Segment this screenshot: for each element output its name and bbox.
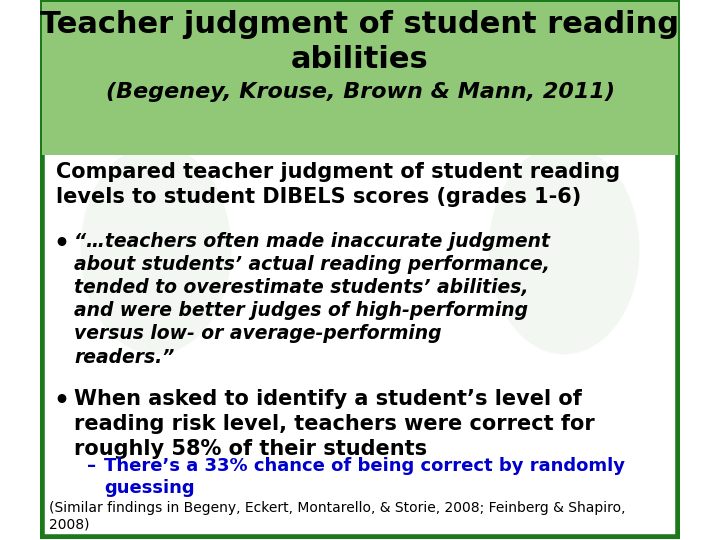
Text: (Similar findings in Begeny, Eckert, Montarello, & Storie, 2008; Feinberg & Shap: (Similar findings in Begeny, Eckert, Mon… xyxy=(50,501,626,531)
Ellipse shape xyxy=(81,145,231,354)
Text: •: • xyxy=(53,232,69,255)
Ellipse shape xyxy=(489,145,639,354)
Text: “…teachers often made inaccurate judgment
about students’ actual reading perform: “…teachers often made inaccurate judgmen… xyxy=(74,232,550,367)
FancyBboxPatch shape xyxy=(42,2,678,537)
FancyBboxPatch shape xyxy=(42,2,678,155)
Text: There’s a 33% chance of being correct by randomly
guessing: There’s a 33% chance of being correct by… xyxy=(104,457,626,497)
Text: abilities: abilities xyxy=(291,45,429,74)
Text: (Begeney, Krouse, Brown & Mann, 2011): (Begeney, Krouse, Brown & Mann, 2011) xyxy=(106,82,614,102)
Text: •: • xyxy=(53,389,69,413)
Text: –: – xyxy=(86,457,96,475)
Text: Teacher judgment of student reading: Teacher judgment of student reading xyxy=(40,10,680,39)
Text: Compared teacher judgment of student reading
levels to student DIBELS scores (gr: Compared teacher judgment of student rea… xyxy=(56,161,621,206)
Text: When asked to identify a student’s level of
reading risk level, teachers were co: When asked to identify a student’s level… xyxy=(74,389,595,459)
